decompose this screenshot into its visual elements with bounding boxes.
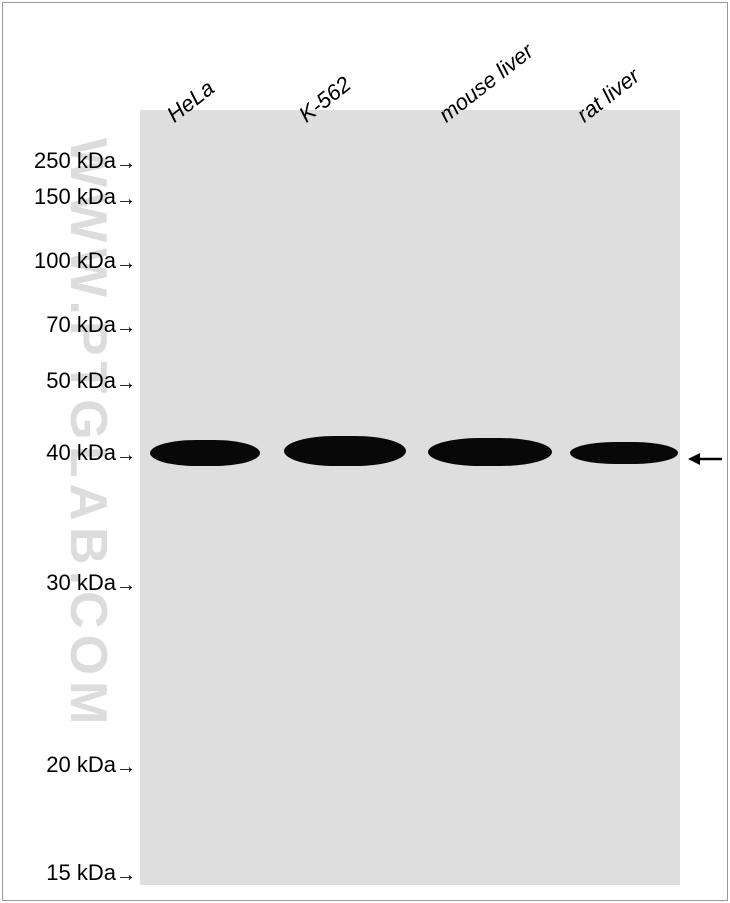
- mw-marker: 50 kDa→: [24, 368, 136, 394]
- mw-marker: 15 kDa→: [24, 860, 136, 886]
- mw-label-text: 20 kDa: [46, 752, 116, 777]
- mw-label-text: 150 kDa: [34, 184, 116, 209]
- mw-marker: 100 kDa→: [14, 248, 136, 274]
- arrow-icon: →: [116, 756, 136, 779]
- target-arrow-icon: [688, 444, 724, 475]
- arrow-left-icon: [688, 450, 724, 468]
- mw-marker: 70 kDa→: [24, 312, 136, 338]
- blot-band: [570, 442, 678, 464]
- arrow-icon: →: [116, 316, 136, 339]
- watermark-text: WWW.PTGLAB.COM: [58, 138, 118, 730]
- mw-marker: 40 kDa→: [24, 440, 136, 466]
- arrow-icon: →: [116, 152, 136, 175]
- mw-marker: 20 kDa→: [24, 752, 136, 778]
- blot-band: [150, 440, 260, 466]
- blot-membrane: [140, 110, 680, 885]
- arrow-icon: →: [116, 252, 136, 275]
- mw-label-text: 50 kDa: [46, 368, 116, 393]
- blot-band: [284, 436, 406, 466]
- mw-label-text: 30 kDa: [46, 570, 116, 595]
- mw-marker: 250 kDa→: [14, 148, 136, 174]
- mw-label-text: 100 kDa: [34, 248, 116, 273]
- mw-marker: 150 kDa→: [14, 184, 136, 210]
- blot-band: [428, 438, 552, 466]
- arrow-icon: →: [116, 574, 136, 597]
- mw-label-text: 70 kDa: [46, 312, 116, 337]
- arrow-icon: →: [116, 864, 136, 887]
- arrow-icon: →: [116, 372, 136, 395]
- mw-marker: 30 kDa→: [24, 570, 136, 596]
- mw-label-text: 40 kDa: [46, 440, 116, 465]
- arrow-icon: →: [116, 444, 136, 467]
- mw-label-text: 15 kDa: [46, 860, 116, 885]
- mw-label-text: 250 kDa: [34, 148, 116, 173]
- arrow-icon: →: [116, 188, 136, 211]
